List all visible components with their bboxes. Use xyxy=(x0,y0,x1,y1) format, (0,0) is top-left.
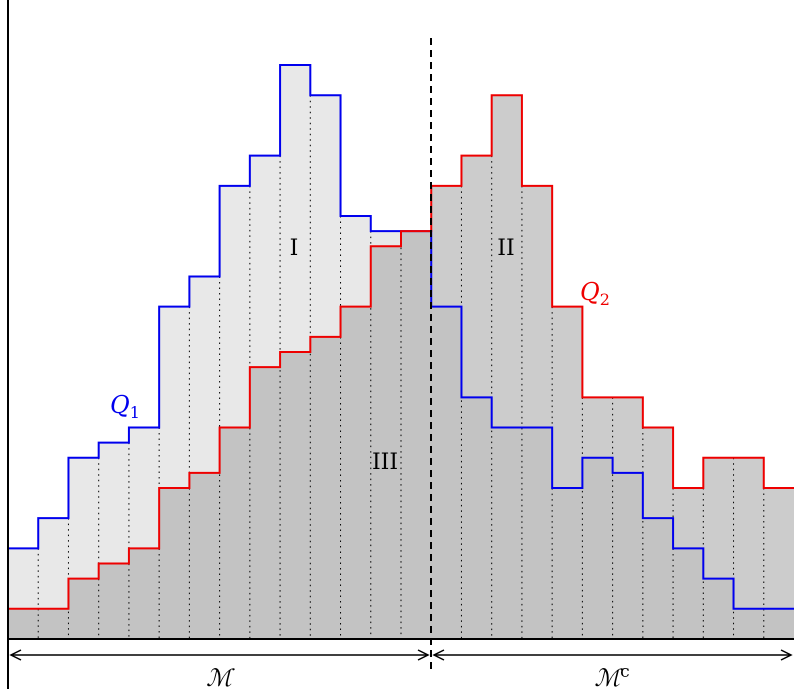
region-I-bar xyxy=(189,276,221,473)
q2-label: Q2 xyxy=(580,278,610,309)
region-II-bar xyxy=(642,427,674,519)
region-I-bar xyxy=(159,306,190,488)
overlap-bar xyxy=(189,472,221,639)
grid-layer xyxy=(37,95,765,639)
region-I-bar xyxy=(128,427,160,549)
curve-layer xyxy=(8,64,794,610)
set-M-label-main: ℳ xyxy=(206,664,235,689)
region-I-bar xyxy=(38,518,69,609)
overlap-bar xyxy=(431,306,462,639)
bracket-M xyxy=(9,649,430,661)
q2-label-sub: 2 xyxy=(600,290,610,309)
region-label-II: II xyxy=(497,236,514,261)
q1-step-line xyxy=(8,64,794,610)
overlap-bar xyxy=(521,427,553,639)
region-label-III: III xyxy=(372,450,398,475)
overlap-bar xyxy=(249,367,281,639)
region-II-bar xyxy=(763,487,794,609)
overlap-bar xyxy=(461,397,493,639)
q1-label-main: Q xyxy=(110,391,130,419)
region-I-bar xyxy=(310,95,341,337)
overlap-bar xyxy=(128,548,160,639)
set-M-label: ℳ xyxy=(206,664,235,689)
region-I-bar xyxy=(370,231,402,247)
q2-label-main: Q xyxy=(580,278,600,306)
fill-layer xyxy=(8,65,794,639)
q1-label-sub: 1 xyxy=(130,403,140,422)
region-II-bar xyxy=(521,185,553,428)
region-I-bar xyxy=(219,185,251,428)
overlap-bar xyxy=(401,231,432,639)
overlap-bar xyxy=(612,472,644,639)
region-I-bar xyxy=(280,65,311,352)
overlap-bar xyxy=(370,246,402,639)
overlap-bar xyxy=(733,608,765,639)
bracket-Mc xyxy=(432,649,793,661)
region-II-bar xyxy=(612,397,644,473)
region-II-bar xyxy=(461,155,493,398)
region-II-bar xyxy=(733,457,765,609)
overlap-bar xyxy=(340,306,372,639)
overlap-bar xyxy=(491,427,523,639)
overlap-bar xyxy=(280,352,311,639)
overlap-bar xyxy=(159,487,190,639)
region-I-bar xyxy=(249,155,281,368)
region-label-I: I xyxy=(290,236,299,261)
region-II-bar xyxy=(552,306,583,488)
region-I-bar xyxy=(98,442,130,564)
region-II-bar xyxy=(491,95,523,428)
overlap-bar xyxy=(310,336,341,639)
overlap-bar xyxy=(642,518,674,639)
set-Mc-label-sup: c xyxy=(620,662,630,682)
overlap-bar xyxy=(552,487,583,639)
overlap-bar xyxy=(582,457,614,639)
q1-label: Q1 xyxy=(110,391,140,422)
set-Mc-label: ℳc xyxy=(594,662,629,689)
region-II-bar xyxy=(582,397,614,458)
overlap-bar xyxy=(68,578,100,639)
region-II-bar xyxy=(673,487,704,549)
region-II-bar xyxy=(703,457,734,579)
overlap-bar xyxy=(98,563,130,639)
overlap-bar xyxy=(8,608,39,639)
overlap-bar xyxy=(703,578,734,639)
region-I-bar xyxy=(8,548,39,609)
region-I-bar xyxy=(68,457,100,579)
overlap-bar xyxy=(673,548,704,639)
region-I-bar xyxy=(340,216,372,307)
region-II-bar xyxy=(431,185,462,307)
overlap-bar xyxy=(38,608,69,639)
overlap-bar xyxy=(763,608,794,639)
set-Mc-label-main: ℳ xyxy=(594,664,623,689)
q2-step-line xyxy=(8,94,794,610)
overlap-bar xyxy=(219,427,251,639)
